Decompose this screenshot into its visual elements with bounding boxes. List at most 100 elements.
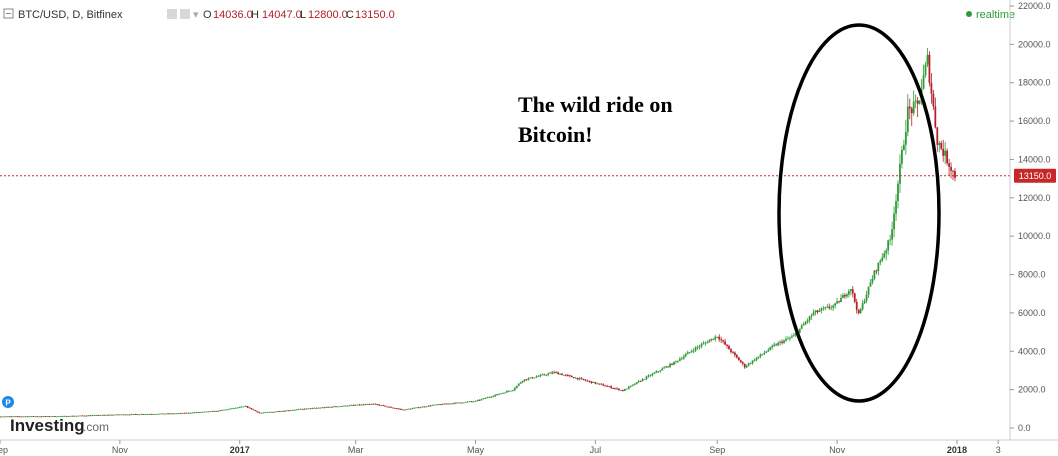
candle bbox=[842, 292, 844, 299]
candle bbox=[331, 406, 333, 408]
candle bbox=[557, 371, 559, 375]
candle bbox=[441, 403, 444, 406]
x-tick-label: Mar bbox=[348, 445, 364, 455]
candle bbox=[908, 98, 911, 120]
candle bbox=[525, 379, 528, 381]
candle bbox=[362, 403, 365, 406]
candle bbox=[790, 333, 793, 339]
candle bbox=[232, 407, 235, 410]
candle bbox=[787, 336, 789, 340]
candle bbox=[386, 406, 389, 408]
candle bbox=[350, 404, 353, 406]
candle bbox=[692, 348, 695, 354]
candle bbox=[924, 61, 927, 78]
candle bbox=[447, 403, 449, 405]
candle bbox=[242, 406, 245, 408]
candle bbox=[498, 393, 501, 395]
candle bbox=[849, 289, 852, 296]
candle bbox=[289, 409, 292, 412]
candle bbox=[378, 404, 381, 406]
candle bbox=[859, 307, 862, 314]
candle bbox=[655, 370, 658, 374]
candle bbox=[895, 194, 897, 221]
candle bbox=[555, 371, 557, 374]
candle bbox=[519, 381, 522, 384]
candle bbox=[918, 100, 921, 105]
candle bbox=[836, 297, 838, 305]
candle bbox=[675, 360, 677, 364]
candle bbox=[732, 351, 734, 354]
candle bbox=[926, 47, 929, 68]
y-tick-label: 14000.0 bbox=[1018, 154, 1051, 164]
candle bbox=[22, 416, 25, 418]
candle bbox=[767, 347, 770, 353]
candle bbox=[718, 334, 721, 342]
candle bbox=[891, 221, 894, 246]
candle bbox=[234, 407, 237, 409]
candle bbox=[346, 405, 349, 407]
candle bbox=[173, 413, 176, 415]
candle bbox=[883, 250, 886, 259]
settings-icon[interactable] bbox=[167, 9, 190, 19]
candle bbox=[480, 398, 483, 401]
candle bbox=[716, 336, 719, 339]
candle bbox=[213, 410, 216, 412]
candle bbox=[763, 350, 766, 355]
collapse-icon[interactable] bbox=[3, 8, 14, 19]
candle bbox=[826, 303, 829, 309]
candle bbox=[653, 371, 656, 375]
candle bbox=[454, 402, 457, 405]
candle bbox=[529, 377, 532, 379]
candle bbox=[777, 341, 780, 347]
annotation-line-2: Bitcoin! bbox=[518, 122, 593, 147]
candle bbox=[83, 415, 86, 417]
candle bbox=[138, 414, 141, 416]
candle bbox=[449, 403, 451, 405]
candle bbox=[32, 415, 35, 418]
candle bbox=[58, 416, 60, 418]
candle bbox=[156, 413, 159, 415]
candle bbox=[341, 405, 343, 407]
candle bbox=[834, 302, 837, 309]
candle bbox=[258, 411, 261, 414]
candle bbox=[830, 305, 833, 311]
candle bbox=[944, 142, 947, 164]
candle bbox=[706, 340, 709, 344]
candle bbox=[0, 416, 1, 418]
low-label: L bbox=[300, 9, 306, 21]
candle bbox=[311, 407, 314, 410]
last-price-badge-text: 13150.0 bbox=[1019, 171, 1052, 181]
candle bbox=[81, 415, 84, 417]
candle bbox=[757, 356, 760, 359]
candle bbox=[73, 415, 76, 417]
candle bbox=[268, 411, 271, 413]
candle bbox=[69, 415, 72, 417]
y-tick-label: 10000.0 bbox=[1018, 231, 1051, 241]
candle bbox=[317, 407, 320, 409]
candle bbox=[847, 289, 850, 298]
candle bbox=[211, 410, 214, 412]
candle bbox=[301, 408, 304, 410]
candle bbox=[804, 321, 807, 326]
x-tick-label: Jul bbox=[590, 445, 602, 455]
badge-icon bbox=[2, 396, 14, 408]
candle bbox=[168, 413, 170, 415]
candle bbox=[122, 414, 125, 416]
candle bbox=[366, 403, 369, 405]
candle bbox=[887, 239, 890, 256]
candle bbox=[708, 339, 711, 343]
candle bbox=[737, 356, 740, 361]
candle bbox=[217, 410, 220, 412]
candle bbox=[219, 409, 221, 412]
candle bbox=[323, 406, 326, 409]
candle bbox=[486, 396, 489, 399]
candle bbox=[637, 379, 640, 384]
candle bbox=[950, 162, 952, 179]
candle bbox=[18, 416, 21, 418]
candle bbox=[741, 361, 744, 366]
chevron-down-icon[interactable]: ▾ bbox=[193, 9, 199, 21]
candle bbox=[417, 406, 420, 409]
candle bbox=[938, 140, 941, 153]
